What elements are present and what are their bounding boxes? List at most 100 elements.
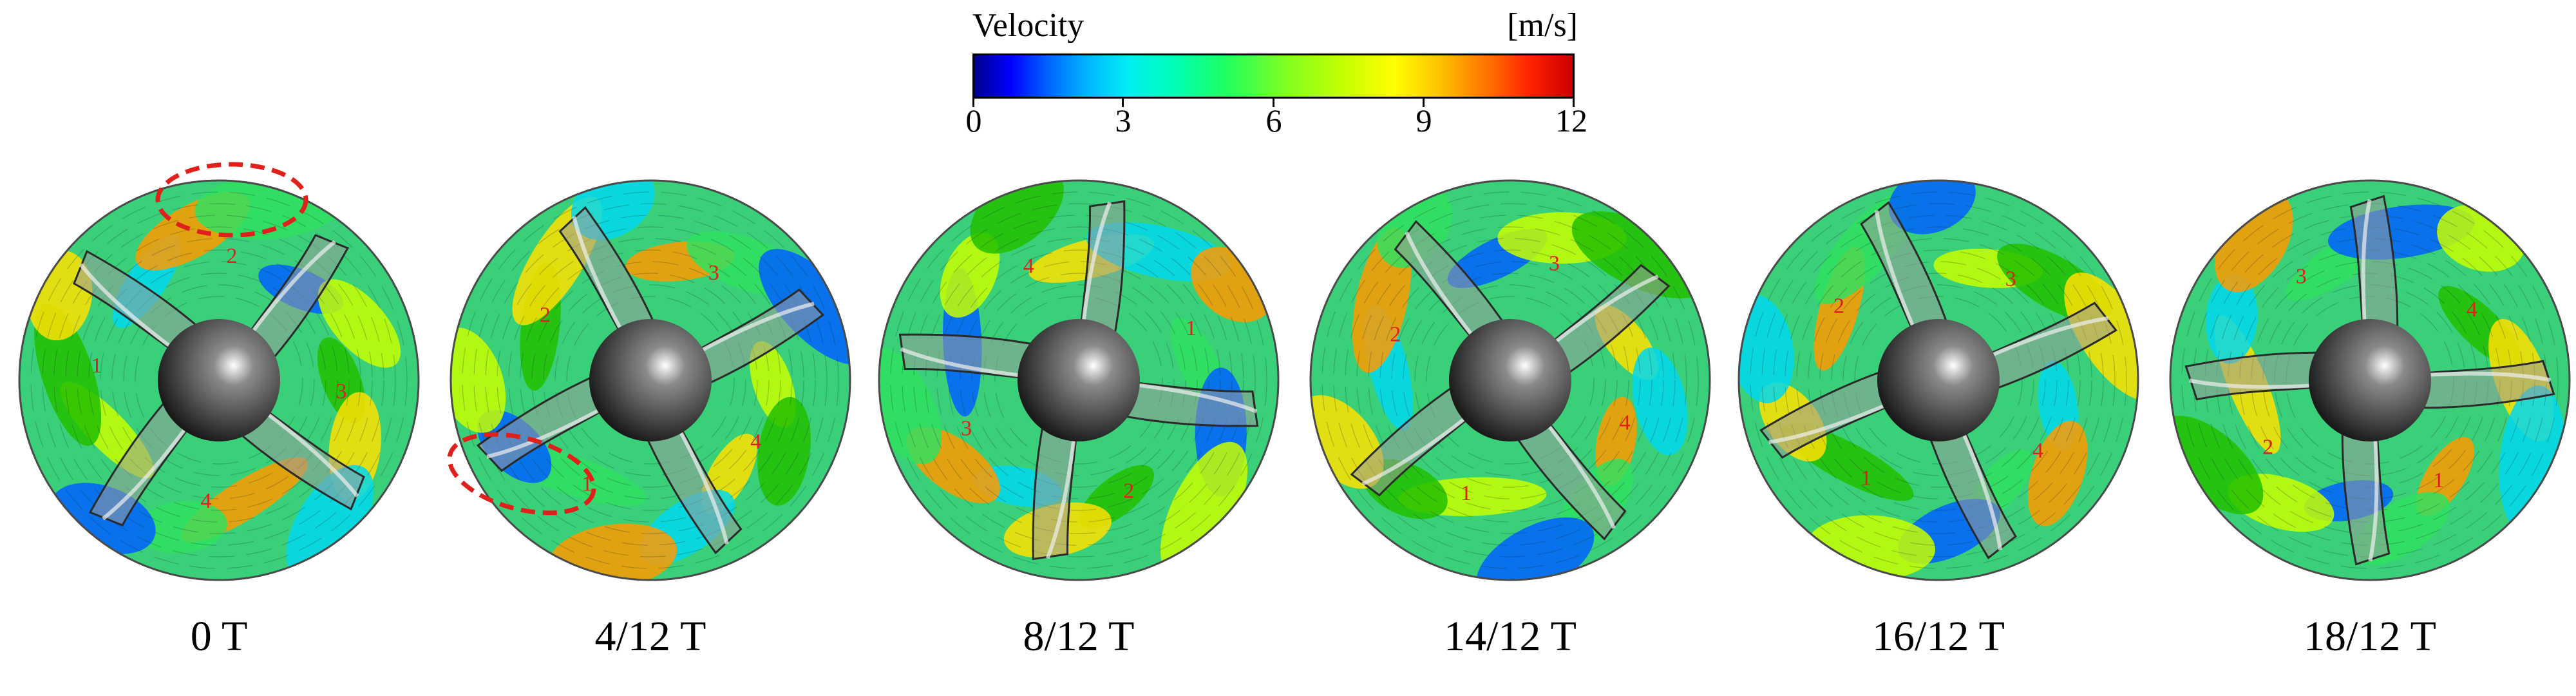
streamline <box>948 249 1209 511</box>
velocity-region <box>2206 273 2258 364</box>
velocity-region <box>757 396 811 506</box>
hub <box>2309 319 2431 441</box>
hub <box>1877 319 2000 441</box>
streamline <box>77 238 361 523</box>
impeller-panel: 3 4 1 2 18/12 T <box>2164 139 2576 693</box>
streamline <box>994 296 1163 465</box>
colorbar-tick <box>1423 98 1425 107</box>
blade-number-label: 4 <box>2467 298 2477 322</box>
colorbar-tick-label: 3 <box>1115 102 1132 139</box>
streamline <box>111 273 327 488</box>
highlight-ellipse <box>155 162 308 238</box>
streamline <box>1403 273 1618 488</box>
colorbar-tick-label: 6 <box>1265 102 1282 139</box>
streamline <box>1831 273 2046 488</box>
streamline <box>1796 238 2081 523</box>
streamline <box>1345 215 1676 546</box>
streamline <box>30 191 408 569</box>
impeller-rim <box>450 179 851 581</box>
blade-number-label: 1 <box>91 354 102 378</box>
impeller-panel: 2 3 4 1 4/12 T <box>444 139 857 693</box>
streamline <box>497 226 804 534</box>
streamline <box>1785 226 2092 534</box>
impeller-panel: 2 3 4 1 14/12 T <box>1304 139 1716 693</box>
streamline <box>42 203 396 557</box>
streamline <box>913 215 1244 546</box>
streamline <box>925 226 1233 534</box>
colorbar-tick-label: 9 <box>1416 102 1432 139</box>
time-caption: 14/12 T <box>1444 613 1577 660</box>
blade-number-label: 2 <box>540 303 551 327</box>
impeller-rim <box>18 179 420 581</box>
colorbar-tick <box>1273 98 1274 107</box>
highlight-ellipse <box>447 432 596 516</box>
velocity-region <box>1632 347 1688 456</box>
streamline <box>890 191 1267 569</box>
streamline <box>554 284 746 476</box>
colorbar-tick <box>972 98 974 107</box>
streamline <box>473 203 828 557</box>
velocity-region <box>2170 415 2264 515</box>
velocity-colorbar: Velocity [m/s] 0 3 6 9 12 <box>960 5 1591 139</box>
streamline <box>1356 226 1664 534</box>
colorbar-tick <box>1122 98 1124 107</box>
blade-number-label: 2 <box>2262 436 2273 459</box>
colorbar-tick-label: 0 <box>965 102 982 139</box>
impeller-panel: 2 3 4 1 16/12 T <box>1732 139 2145 693</box>
blade-number-label: 3 <box>961 416 972 440</box>
streamline <box>971 273 1186 488</box>
velocity-region <box>2027 420 2088 527</box>
blade-number-label: 3 <box>708 261 719 285</box>
blade-number-label: 4 <box>2032 439 2043 463</box>
streamline <box>123 284 315 476</box>
blade-number-label: 1 <box>1186 316 1197 340</box>
streamline <box>88 249 350 511</box>
streamline <box>1750 191 2127 569</box>
velocity-region <box>940 232 1000 318</box>
streamline <box>960 261 1198 499</box>
blade-number-label: 2 <box>227 244 238 268</box>
streamline <box>1842 284 2034 476</box>
streamline <box>543 273 758 488</box>
streamline <box>1426 296 1595 465</box>
hub <box>589 319 712 441</box>
streamline <box>520 249 781 511</box>
streamline <box>1368 238 1653 523</box>
streamline <box>462 191 839 569</box>
impeller-contour: 1 2 3 4 <box>18 162 420 581</box>
hub <box>1449 319 1571 441</box>
colorbar-gradient <box>972 53 1575 99</box>
streamline <box>53 215 384 546</box>
blade-number-label: 3 <box>336 380 347 403</box>
impeller-rim <box>1309 179 1711 581</box>
blade-number-label: 3 <box>2005 267 2016 291</box>
streamline <box>936 238 1221 523</box>
colorbar-tick <box>1573 98 1575 107</box>
streamline <box>1321 191 1699 569</box>
streamline <box>983 284 1175 476</box>
streamline <box>2181 191 2559 569</box>
blade-number-label: 1 <box>1461 481 1472 505</box>
hub <box>158 319 280 441</box>
time-caption: 4/12 T <box>594 613 706 660</box>
streamline <box>902 203 1256 557</box>
streamline <box>1333 203 1687 557</box>
streamline <box>1414 284 1606 476</box>
streamline <box>1854 296 2023 465</box>
velocity-region <box>1160 441 1248 579</box>
blade-number-label: 4 <box>1620 411 1631 434</box>
colorbar-tick-label: 12 <box>1555 102 1587 139</box>
blade-number-label: 1 <box>1861 466 1871 490</box>
time-caption: 16/12 T <box>1872 613 2005 660</box>
colorbar-title: Velocity <box>972 7 1084 44</box>
time-caption: 18/12 T <box>2304 613 2436 660</box>
time-caption: 8/12 T <box>1023 613 1135 660</box>
blade-number-label: 4 <box>750 430 761 454</box>
streamline <box>1379 249 1641 511</box>
impeller-contour: 3 4 1 2 <box>2169 179 2571 581</box>
blade-number-label: 2 <box>1390 322 1401 346</box>
impeller-contour: 4 1 2 3 <box>878 179 1280 581</box>
impeller-panel: 1 2 3 4 0 T <box>13 139 425 693</box>
